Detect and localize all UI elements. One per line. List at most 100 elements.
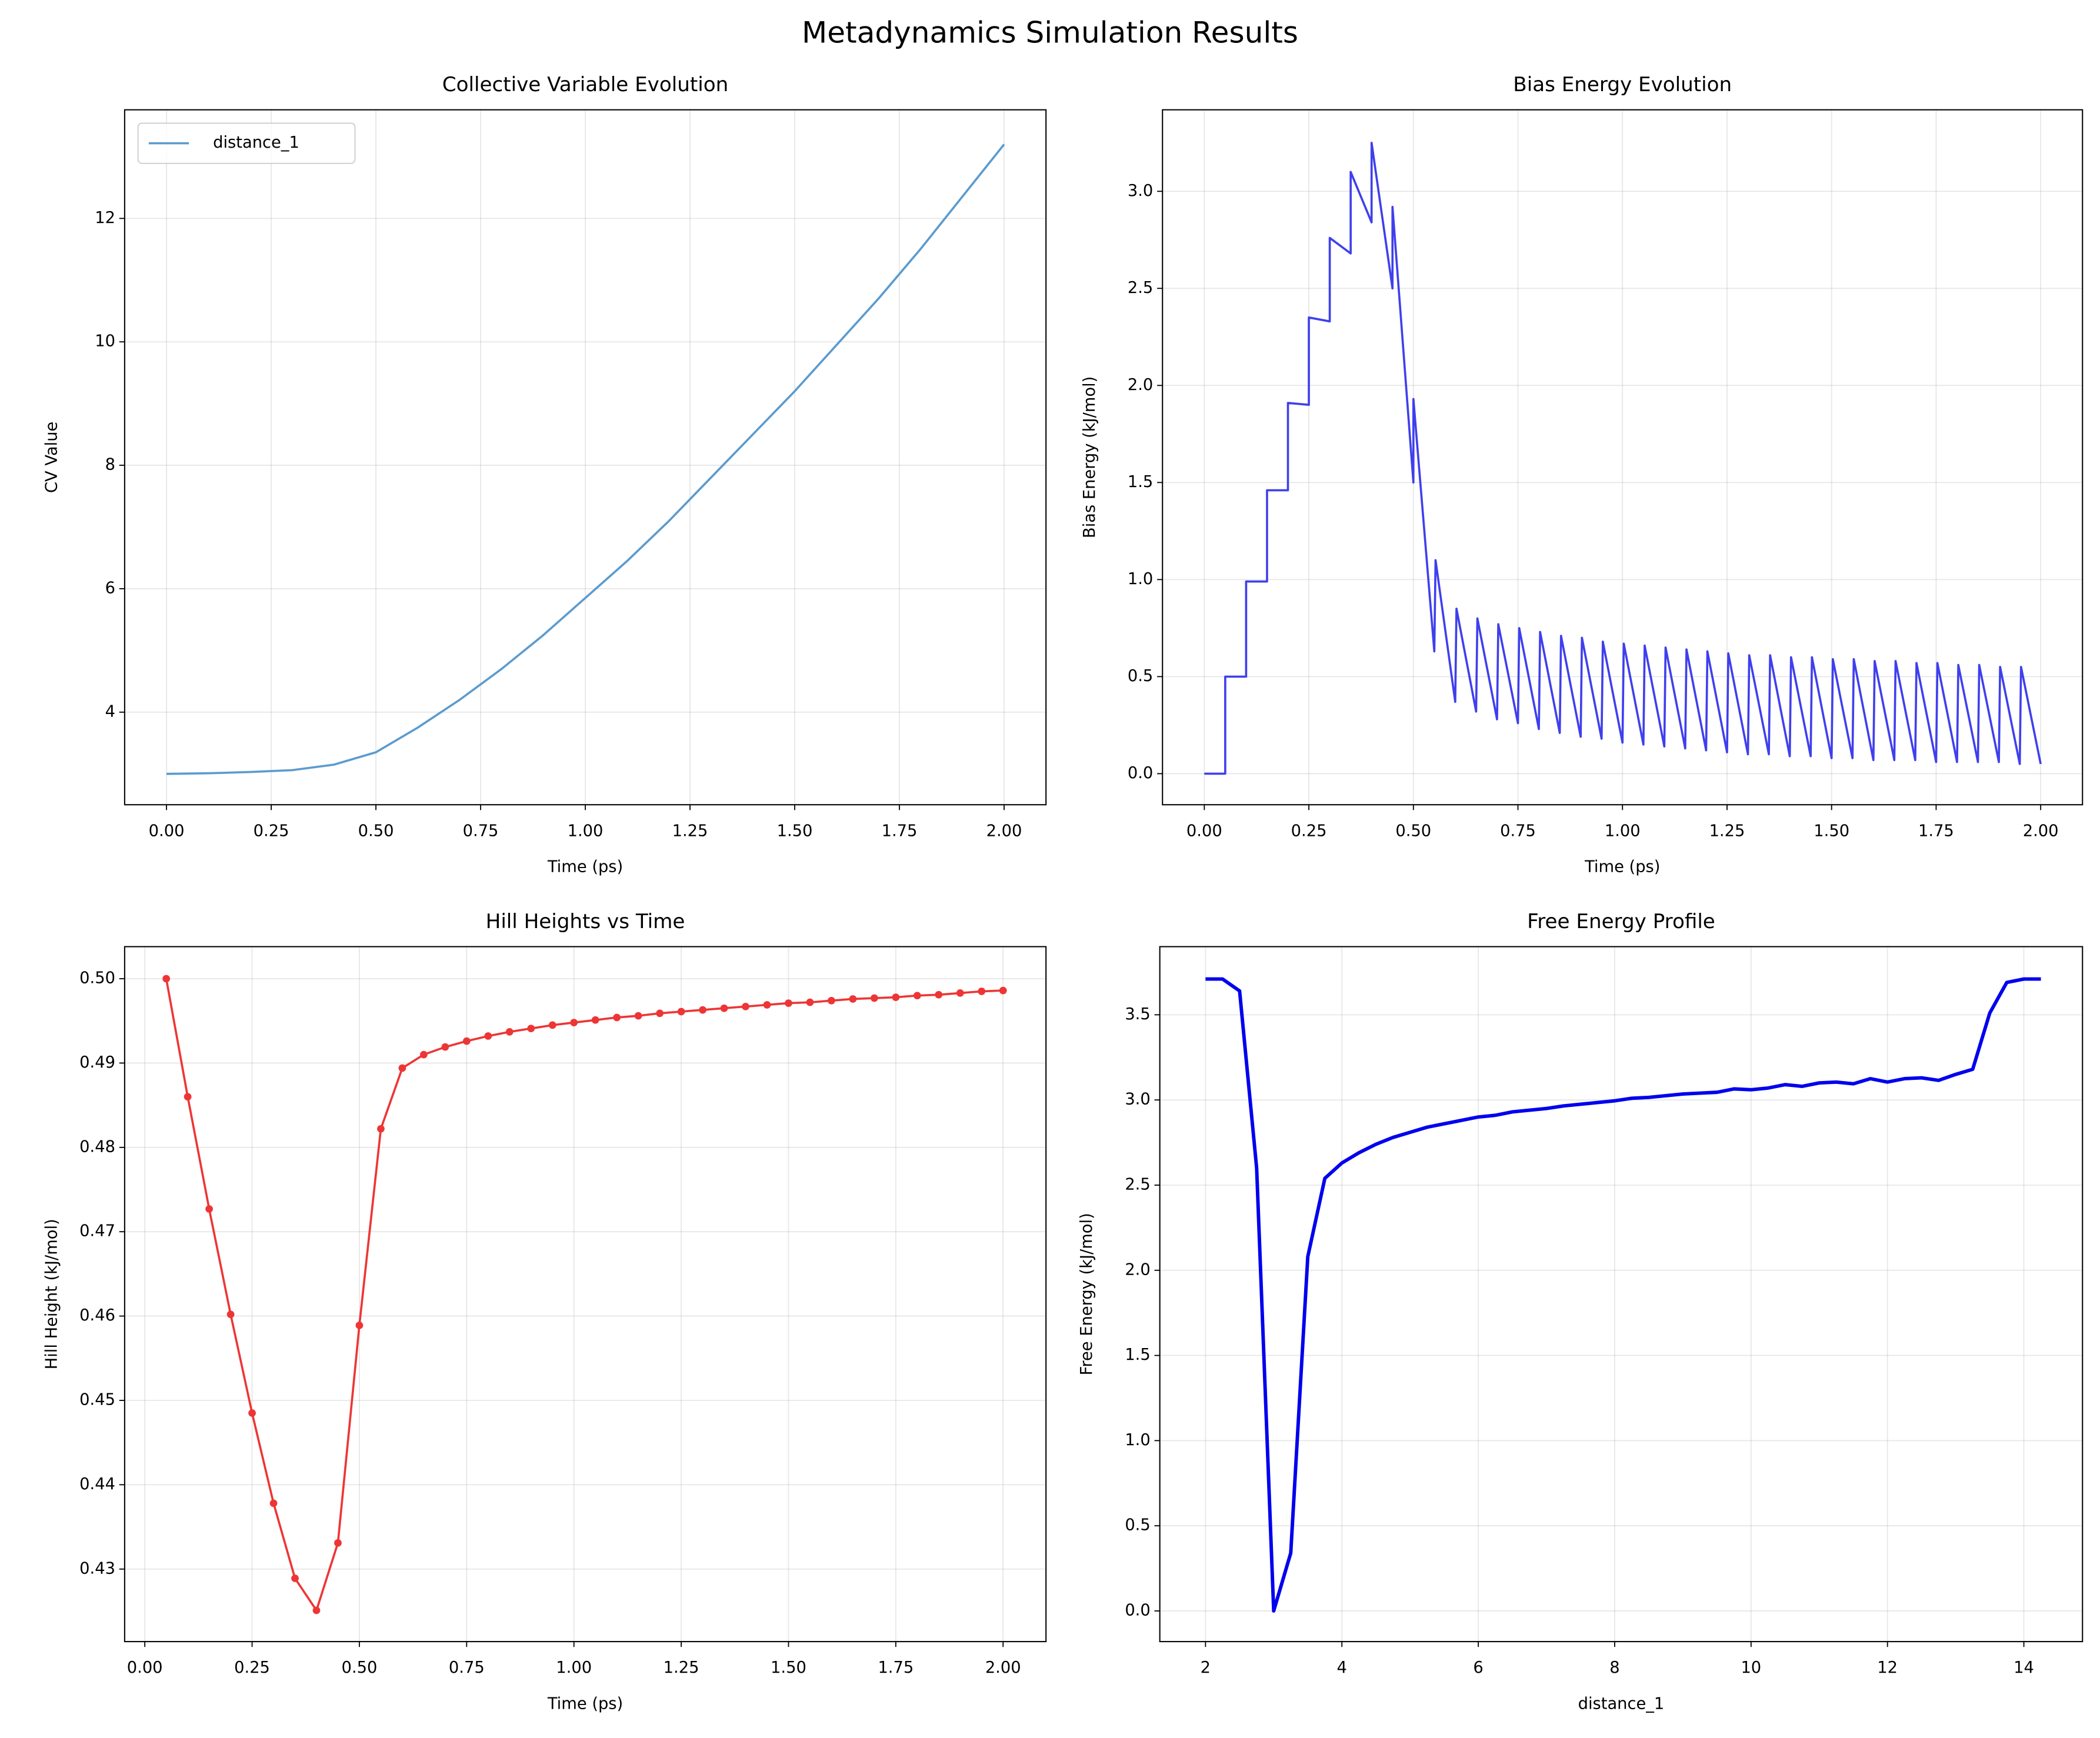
y-tick-label: 8 [105, 456, 115, 474]
legend-label: distance_1 [213, 134, 299, 152]
data-point [548, 1021, 556, 1029]
x-tick-label: 1.00 [568, 822, 604, 840]
data-point [291, 1574, 299, 1582]
data-point [527, 1025, 535, 1033]
axes-frame [124, 109, 1047, 806]
data-line [165, 978, 1004, 1612]
legend-box [137, 122, 356, 164]
y-tick-label: 2.0 [1125, 1260, 1150, 1279]
data-point [441, 1043, 449, 1051]
y-tick-label: 0.47 [79, 1222, 115, 1240]
y-tick-label: 0.46 [79, 1306, 115, 1325]
data-point [398, 1064, 406, 1072]
data-point [913, 992, 921, 1000]
x-tick-label: 0.50 [358, 822, 394, 840]
x-tick-label: 1.75 [882, 822, 918, 840]
data-point [720, 1004, 728, 1012]
data-point [849, 995, 857, 1003]
y-tick-label: 0.0 [1125, 1601, 1150, 1619]
y-tick-label: 6 [105, 579, 115, 597]
x-tick-label: 0.00 [1186, 822, 1222, 840]
x-tick-label: 1.25 [672, 822, 708, 840]
x-tick-label: 0.25 [254, 822, 289, 840]
data-point [591, 1016, 599, 1024]
y-tick-label: 0.43 [79, 1559, 115, 1577]
data-point [999, 986, 1007, 995]
data-point [892, 993, 900, 1001]
data-point [226, 1310, 235, 1319]
x-tick-label: 2 [1201, 1659, 1211, 1677]
y-tick-label: 10 [95, 332, 115, 351]
data-point [613, 1013, 621, 1022]
data-line [166, 144, 1005, 775]
y-tick-label: 0.0 [1128, 764, 1153, 782]
x-tick-label: 1.25 [1709, 822, 1745, 840]
x-tick-label: 6 [1473, 1659, 1483, 1677]
x-tick-label: 2.00 [986, 822, 1022, 840]
data-line [1205, 977, 2041, 1613]
y-axis-label: Bias Energy (kJ/mol) [1081, 376, 1099, 538]
subplot-title: Bias Energy Evolution [1513, 73, 1732, 96]
data-point [656, 1009, 664, 1018]
data-point [484, 1032, 492, 1040]
subplot-title: Hill Heights vs Time [486, 910, 685, 933]
data-point [677, 1008, 685, 1016]
x-tick-label: 4 [1337, 1659, 1347, 1677]
y-tick-label: 0.44 [79, 1475, 115, 1493]
data-point [978, 988, 986, 995]
y-tick-label: 1.5 [1128, 473, 1153, 491]
data-point [162, 975, 171, 983]
x-tick-label: 14 [2014, 1659, 2034, 1677]
data-point [935, 990, 943, 999]
x-tick-label: 0.00 [127, 1659, 163, 1677]
x-axis-label: distance_1 [1578, 1695, 1665, 1713]
y-tick-label: 3.0 [1128, 182, 1153, 200]
x-tick-label: 1.50 [1814, 822, 1849, 840]
x-tick-label: 1.25 [664, 1659, 699, 1677]
x-tick-label: 1.75 [1918, 822, 1954, 840]
y-tick-label: 0.48 [79, 1137, 115, 1156]
data-point [205, 1205, 213, 1213]
data-point [828, 996, 835, 1005]
data-point [377, 1125, 385, 1133]
x-tick-label: 8 [1609, 1659, 1619, 1677]
x-tick-label: 0.75 [1500, 822, 1536, 840]
data-point [248, 1409, 256, 1417]
y-axis-label: Free Energy (kJ/mol) [1078, 1213, 1096, 1375]
subplot-title: Collective Variable Evolution [442, 73, 728, 96]
data-point [763, 1001, 771, 1009]
data-point [699, 1006, 706, 1014]
y-tick-label: 0.5 [1128, 667, 1153, 685]
data-point [870, 994, 878, 1002]
axes-frame [1159, 946, 2084, 1643]
y-tick-label: 12 [95, 209, 115, 227]
x-tick-label: 1.50 [777, 822, 813, 840]
x-axis-label: Time (ps) [547, 858, 623, 876]
figure-title: Metadynamics Simulation Results [802, 16, 1298, 50]
data-point [184, 1093, 192, 1101]
y-tick-label: 0.49 [79, 1053, 115, 1072]
x-tick-label: 0.50 [342, 1659, 378, 1677]
x-axis-label: Time (ps) [1584, 858, 1660, 876]
data-line [1204, 141, 2042, 775]
y-tick-label: 3.0 [1125, 1090, 1150, 1109]
y-tick-label: 2.5 [1128, 279, 1153, 297]
x-tick-label: 1.50 [771, 1659, 806, 1677]
data-point [956, 989, 964, 997]
data-point [355, 1321, 364, 1329]
y-tick-label: 2.5 [1125, 1175, 1150, 1193]
data-point [742, 1002, 749, 1010]
data-point [806, 998, 814, 1006]
y-tick-label: 4 [105, 702, 115, 720]
data-point [505, 1028, 514, 1036]
y-axis-label: CV Value [42, 422, 61, 493]
data-point [634, 1012, 642, 1020]
data-point [785, 999, 792, 1007]
y-tick-label: 0.45 [79, 1390, 115, 1409]
y-tick-label: 2.0 [1128, 376, 1153, 394]
axes-frame [124, 946, 1047, 1643]
x-tick-label: 1.00 [556, 1659, 592, 1677]
data-point [269, 1499, 278, 1507]
